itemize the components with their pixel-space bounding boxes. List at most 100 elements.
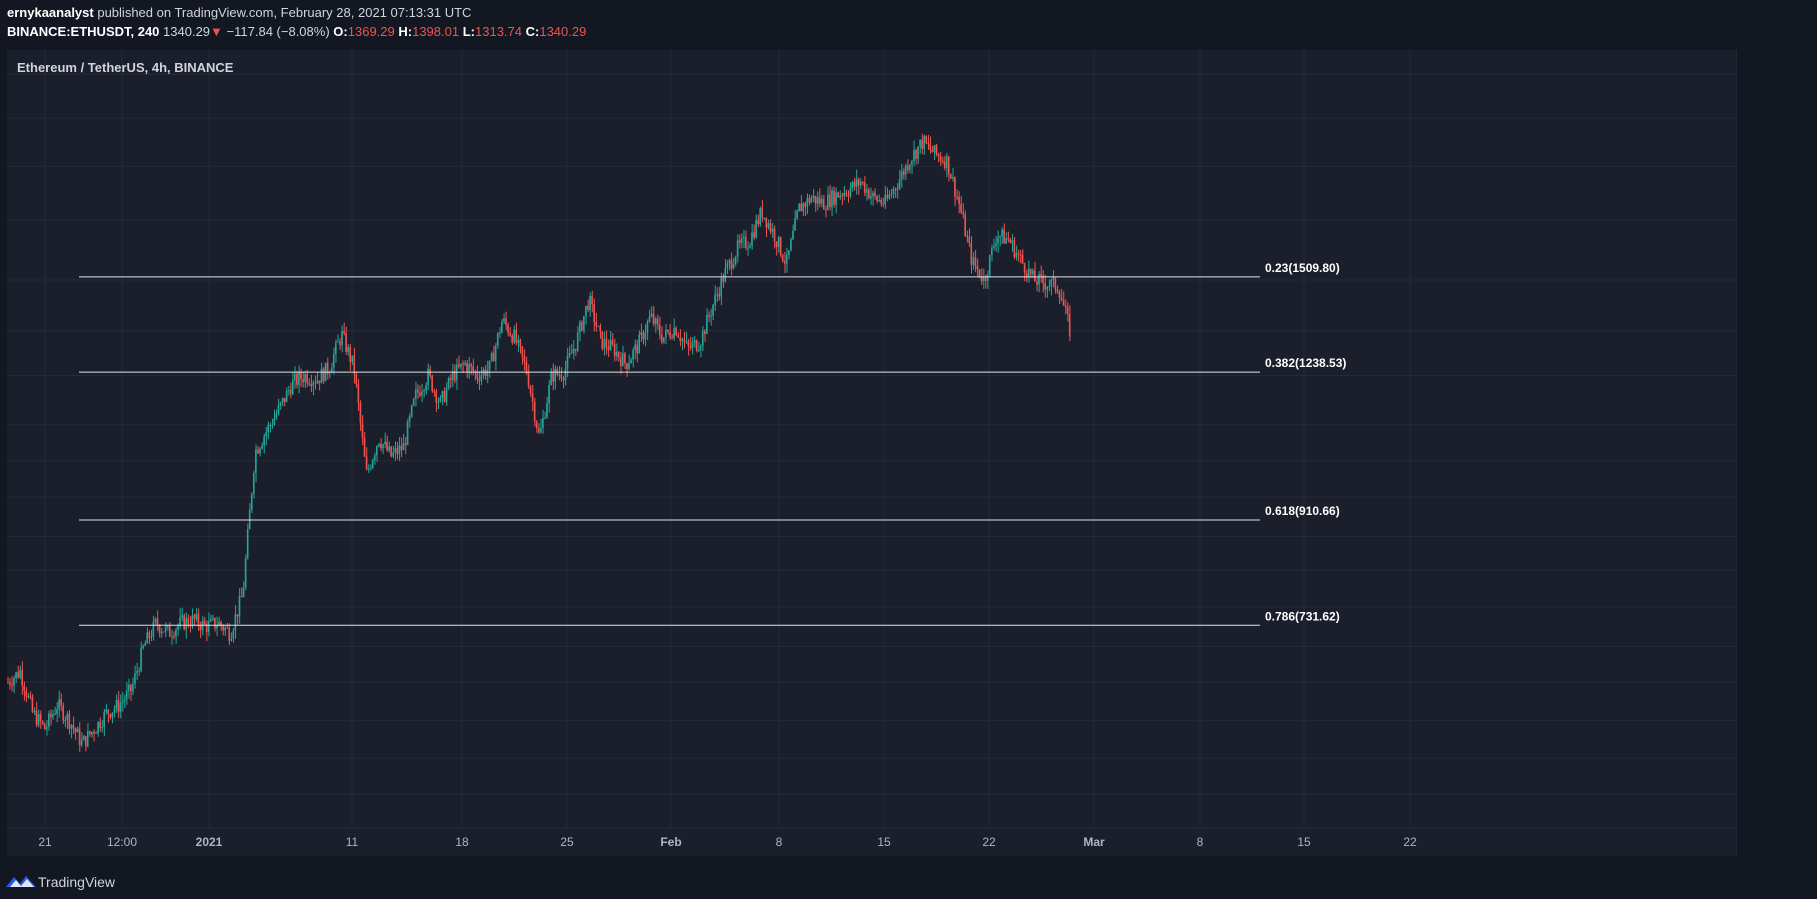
candle-body [392,452,394,457]
candle-body [41,721,44,724]
candle-body [827,194,829,210]
candle-body [804,203,807,207]
candle-body [677,335,679,338]
candle-body [736,240,739,257]
candle-body [952,177,954,179]
candle-body [113,708,116,713]
candle-body [888,194,891,199]
candle-body [363,437,366,457]
candle-body [779,237,782,256]
candle-body [470,364,472,367]
candle-body [488,360,491,370]
candle-body [619,357,622,366]
candle-body [546,403,548,418]
candle-body [603,338,606,349]
candle-body [437,401,440,403]
candle-body [673,327,675,339]
candle-body [697,349,700,351]
candle-body [326,362,329,374]
candle-body [275,413,278,418]
time-axis[interactable]: 21 12:00 2021 11 18 25 Feb 8 15 22 Mar 8 15 22 [38,835,1417,849]
candle-body [160,631,163,633]
fib-level-label: 0.786(731.62) [1265,609,1340,623]
candle-body [683,339,686,342]
candle-body [31,697,34,712]
candle-body [214,617,216,629]
candle-body [1019,254,1022,256]
candle-body [1009,239,1012,243]
candle-body [439,397,442,402]
candle-body [591,295,593,305]
candle-body [386,441,388,451]
price-chart[interactable]: 0.23(1509.80) 0.382(1238.53) 0.618(910.66)… [7,50,1793,856]
candle-body [240,596,243,598]
time-tick-label: 12:00 [107,835,137,849]
candle-body [970,243,973,265]
candle-body [974,257,977,266]
candle-body [1042,275,1044,284]
candle-body [537,428,540,433]
candle-body [484,369,487,377]
candle-body [523,356,526,362]
candle-body [197,613,200,626]
candle-body [878,199,880,201]
candle-body [585,305,587,317]
candle-body [993,246,995,248]
candle-body [706,314,708,335]
tradingview-brand[interactable]: TradingView [38,874,116,890]
candle-body [443,391,446,402]
candle-body [58,699,60,710]
candle-body [332,354,335,368]
candle-body [54,713,56,715]
candle-body [253,473,255,494]
symbol-label[interactable]: BINANCE:ETHUSDT, 240 [7,24,160,39]
candle-body [806,197,809,207]
candle-body [328,372,331,374]
candle-body [818,197,821,204]
candle-body [792,230,794,240]
footer: TradingView [0,866,1817,899]
chart-area[interactable]: 0.23(1509.80) 0.382(1238.53) 0.618(910.66)… [7,50,1793,856]
candle-body [246,529,249,559]
candle-body [794,218,796,231]
candle-body [242,587,245,597]
candle-body [300,372,302,380]
candle-body [574,348,577,351]
candle-body [1032,270,1034,275]
candle-body [712,304,714,316]
candle-body [1015,253,1018,258]
author-name[interactable]: ernykaanalyst [7,5,94,20]
candle-body [699,346,702,350]
candle-body [13,678,15,686]
candle-body [447,378,450,389]
candle-body [349,347,351,362]
candle-body [294,373,296,380]
candle-body [99,721,101,728]
candle-body [125,690,128,700]
candle-body [704,330,706,335]
candle-body [404,443,407,445]
candle-body [396,448,399,454]
candle-body [831,190,833,208]
tradingview-logo-icon[interactable] [6,873,36,891]
candle-body [277,405,280,414]
fib-level-label: 0.382(1238.53) [1265,356,1346,370]
candle-body [111,712,114,718]
candle-body [257,449,259,454]
high-value: 1398.01 [412,24,460,39]
candle-body [347,347,349,352]
candle-body [730,260,733,269]
fib-levels[interactable]: 0.23(1509.80) 0.382(1238.53) 0.618(910.66)… [79,261,1346,626]
candle-body [978,269,981,277]
candle-body [529,386,532,394]
candle-body [255,449,257,474]
candle-body [218,621,220,626]
candle-body [652,313,655,324]
candle-body [181,615,183,618]
candle-body [406,421,409,445]
candle-body [496,333,499,346]
candle-body [421,391,423,396]
candle-body [640,332,643,335]
candle-body [968,236,971,244]
candle-body [310,383,312,387]
